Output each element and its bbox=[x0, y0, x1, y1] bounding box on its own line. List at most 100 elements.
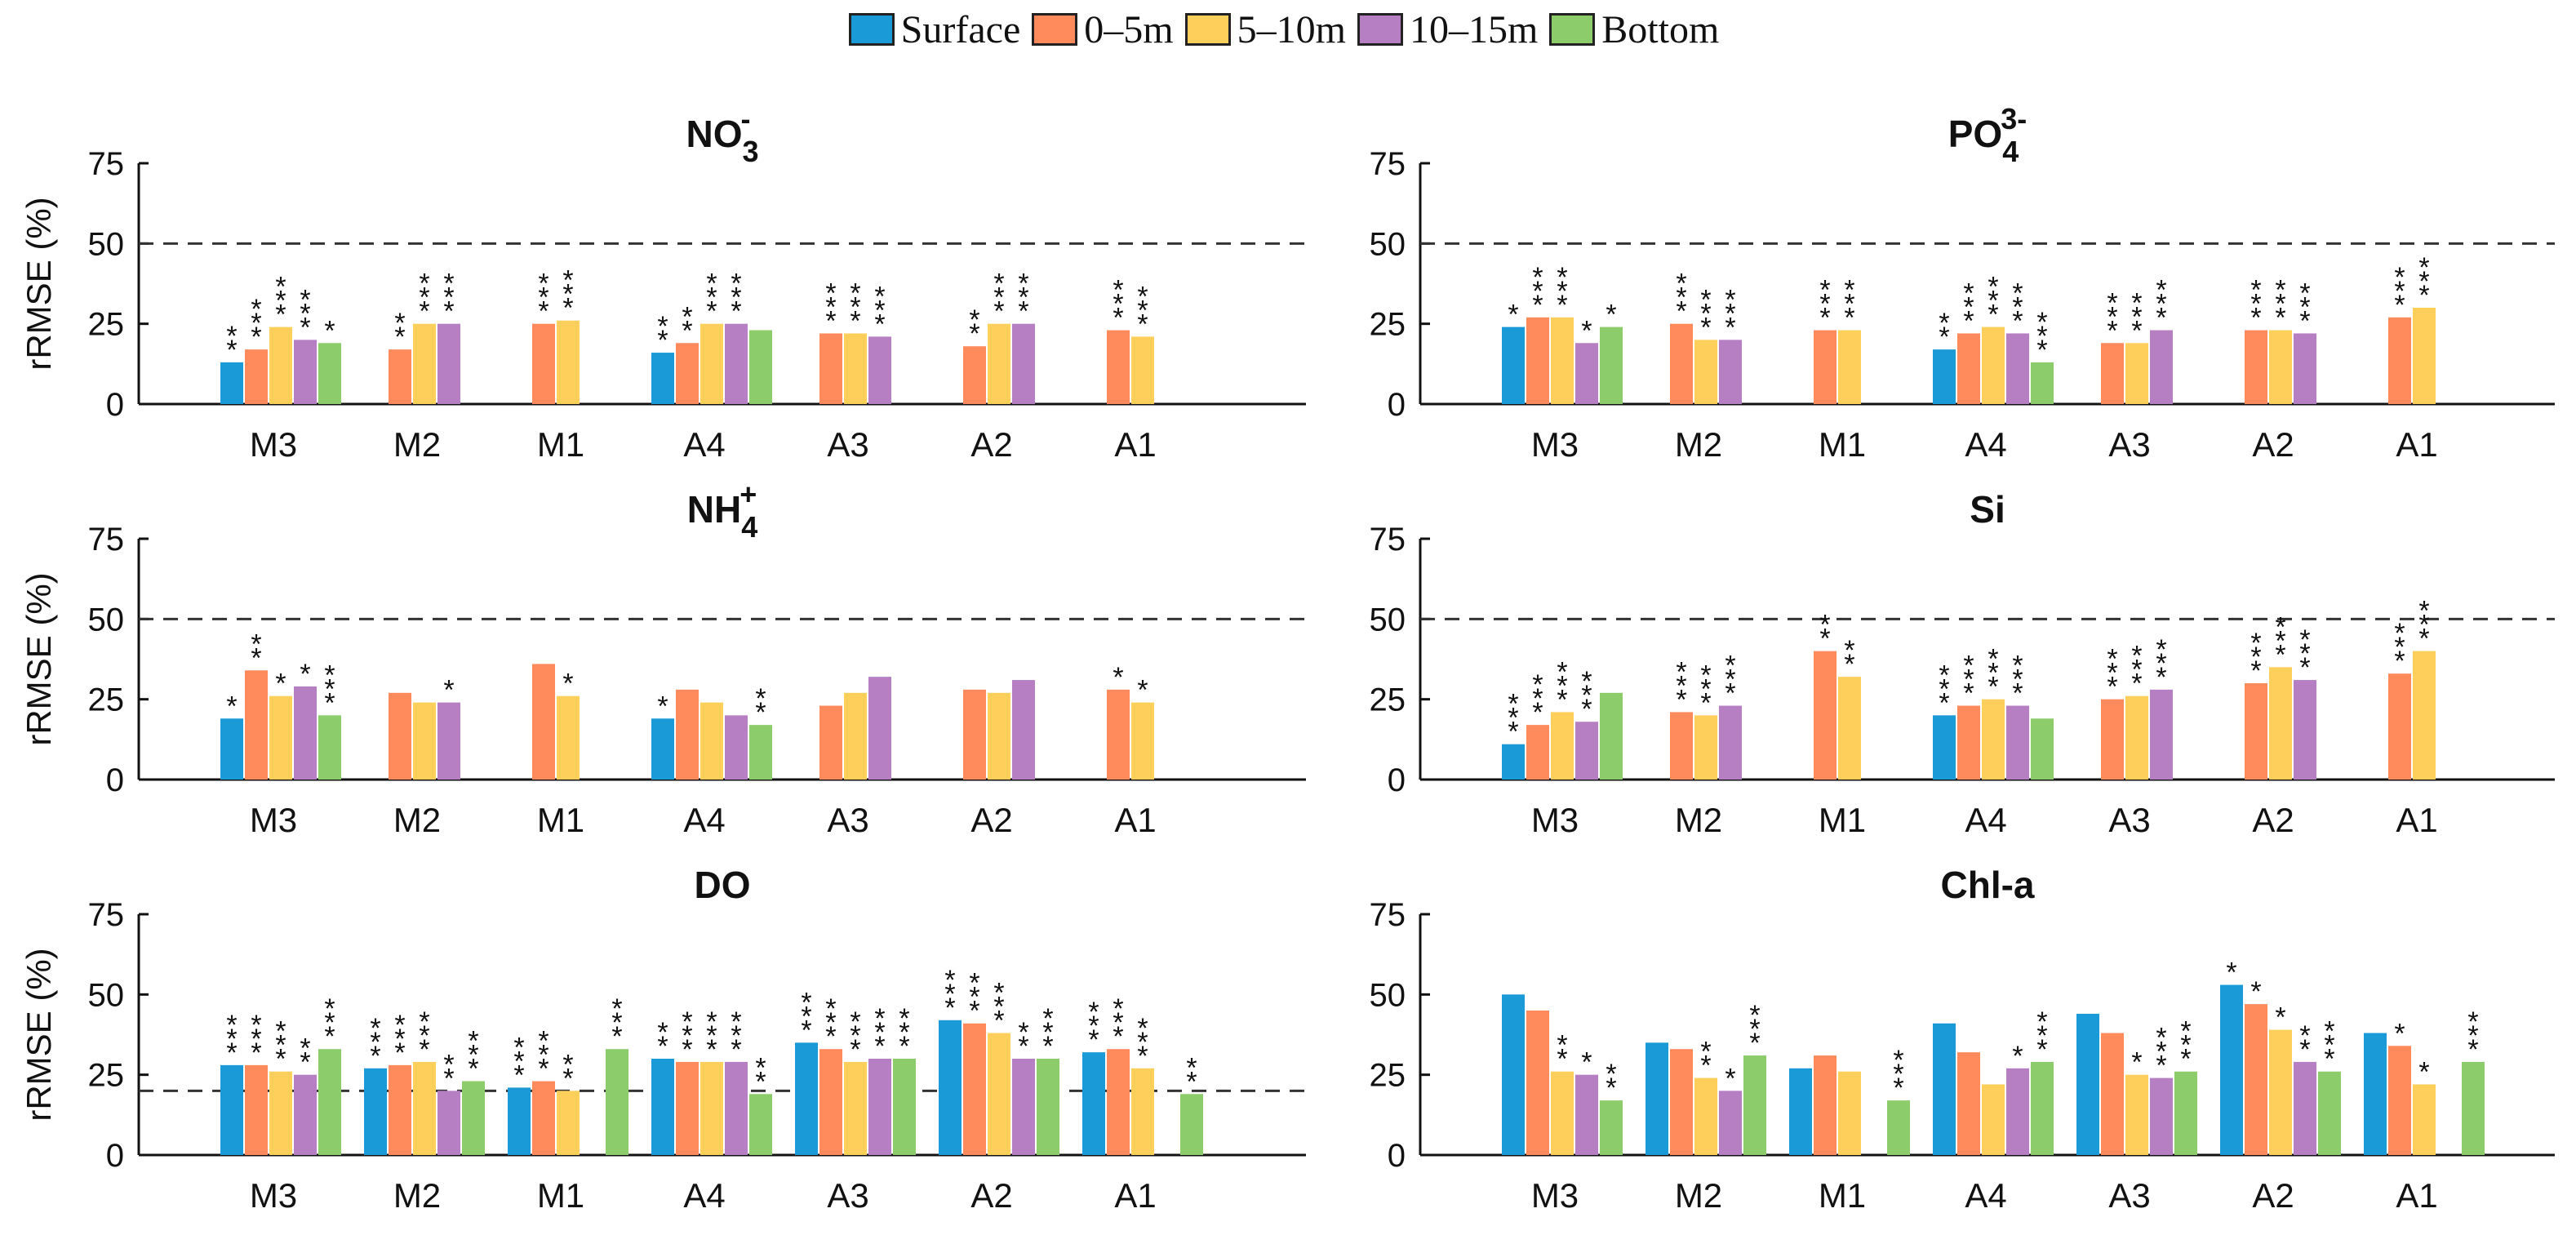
significance-marker: * bbox=[2394, 618, 2405, 649]
significance-marker: * bbox=[2180, 1030, 2191, 1061]
significance-marker: * bbox=[2107, 658, 2117, 689]
legend-item-5-10m: 5–10m bbox=[1184, 7, 1354, 52]
y-tick-label: 75 bbox=[1370, 897, 1406, 933]
bar bbox=[557, 695, 580, 780]
significance-marker: * bbox=[1939, 308, 1949, 339]
bar bbox=[557, 1091, 580, 1155]
significance-marker: * bbox=[2131, 669, 2142, 700]
bar bbox=[2125, 695, 2148, 780]
significance-marker: * bbox=[1844, 303, 1854, 334]
significance-marker: * bbox=[1963, 305, 1974, 336]
significance-marker: * bbox=[1018, 1017, 1028, 1048]
bar bbox=[318, 715, 341, 780]
y-tick-label: 25 bbox=[1370, 307, 1406, 343]
bar bbox=[725, 715, 748, 780]
significance-marker: * bbox=[731, 1020, 741, 1051]
significance-marker: * bbox=[2418, 1056, 2429, 1087]
significance-marker: * bbox=[324, 660, 335, 691]
significance-marker: * bbox=[801, 1001, 811, 1032]
significance-marker: * bbox=[706, 1006, 717, 1037]
significance-marker: * bbox=[2036, 1006, 2047, 1037]
x-tick-label: A4 bbox=[1965, 801, 2006, 839]
significance-marker: * bbox=[2036, 1034, 2047, 1065]
bar bbox=[2125, 1074, 2148, 1155]
x-tick-label: A2 bbox=[970, 801, 1012, 839]
bar bbox=[1933, 1023, 1956, 1155]
significance-marker: * bbox=[324, 687, 335, 718]
significance-marker: * bbox=[1557, 262, 1567, 293]
significance-marker: * bbox=[2250, 628, 2261, 659]
significance-marker: * bbox=[1042, 1003, 1053, 1034]
bar bbox=[844, 1061, 867, 1155]
significance-marker: * bbox=[2012, 305, 2023, 336]
bar bbox=[2294, 1061, 2316, 1155]
significance-marker: * bbox=[2394, 646, 2405, 677]
bar bbox=[700, 323, 723, 404]
significance-marker: * bbox=[2250, 289, 2261, 320]
significance-marker: * bbox=[969, 982, 979, 1013]
bar bbox=[2150, 330, 2173, 404]
significance-marker: * bbox=[993, 978, 1004, 1009]
bar bbox=[1887, 1100, 1910, 1155]
bar bbox=[2462, 1061, 2485, 1155]
significance-marker: * bbox=[1113, 1021, 1123, 1052]
significance-marker: * bbox=[251, 1010, 261, 1041]
bar bbox=[2150, 689, 2173, 780]
bar bbox=[1600, 692, 1623, 780]
bar bbox=[1957, 1052, 1980, 1155]
bar bbox=[844, 692, 867, 780]
bar bbox=[2388, 673, 2411, 780]
significance-marker: * bbox=[1557, 670, 1567, 701]
y-tick-label: 50 bbox=[1370, 602, 1406, 638]
significance-marker: * bbox=[993, 296, 1004, 327]
y-tick-label: 50 bbox=[1370, 977, 1406, 1013]
x-tick-label: A3 bbox=[827, 1176, 868, 1215]
significance-marker: * bbox=[1581, 694, 1592, 725]
bar bbox=[819, 705, 842, 780]
significance-marker: * bbox=[706, 1020, 717, 1051]
bar bbox=[963, 346, 986, 404]
significance-marker: * bbox=[755, 1052, 766, 1083]
significance-marker: * bbox=[1532, 276, 1543, 307]
significance-marker: * bbox=[1508, 703, 1518, 734]
significance-marker: * bbox=[1676, 684, 1686, 715]
bar bbox=[220, 362, 243, 404]
significance-marker: * bbox=[993, 282, 1004, 313]
significance-marker: * bbox=[682, 315, 692, 346]
significance-marker: * bbox=[1939, 660, 1949, 691]
panel-title: Chl-a bbox=[1941, 864, 2035, 906]
significance-marker: * bbox=[2156, 303, 2166, 334]
significance-marker: * bbox=[825, 993, 836, 1024]
significance-marker: * bbox=[443, 1063, 454, 1094]
significance-marker: * bbox=[969, 996, 979, 1027]
bar bbox=[963, 689, 986, 780]
significance-marker: * bbox=[562, 293, 573, 324]
bar bbox=[2364, 1033, 2387, 1155]
significance-marker: * bbox=[1725, 284, 1735, 315]
significance-marker: * bbox=[468, 1040, 478, 1071]
significance-marker: * bbox=[2107, 287, 2117, 318]
significance-marker: * bbox=[657, 1017, 668, 1048]
x-tick-label: A2 bbox=[2252, 425, 2294, 464]
significance-marker: * bbox=[1893, 1073, 1903, 1104]
bar bbox=[2245, 683, 2267, 780]
x-tick-label: M1 bbox=[537, 801, 584, 839]
significance-marker: * bbox=[370, 1041, 380, 1072]
significance-marker: * bbox=[1725, 651, 1735, 682]
significance-marker: * bbox=[731, 269, 741, 300]
significance-marker: * bbox=[275, 272, 286, 303]
legend-label-surface: Surface bbox=[900, 7, 1021, 51]
significance-marker: * bbox=[394, 1024, 405, 1055]
y-axis-label: rRMSE (%) bbox=[20, 572, 58, 745]
significance-marker: * bbox=[1700, 1037, 1711, 1068]
bar bbox=[269, 695, 292, 780]
legend-item-bottom: Bottom bbox=[1549, 7, 1727, 52]
bar bbox=[1107, 689, 1130, 780]
bar bbox=[2174, 1071, 2197, 1155]
x-tick-label: A2 bbox=[2252, 801, 2294, 839]
significance-marker: * bbox=[825, 1021, 836, 1052]
bar bbox=[2006, 1068, 2029, 1155]
bar bbox=[988, 323, 1010, 404]
significance-marker: * bbox=[2418, 252, 2429, 283]
